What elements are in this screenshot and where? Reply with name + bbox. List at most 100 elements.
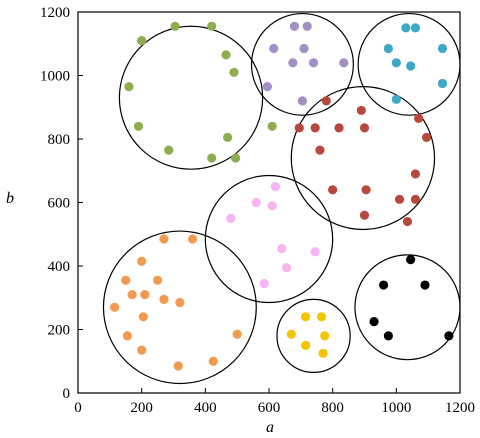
series-2-point: [308, 58, 319, 68]
x-tick-label: 1200: [445, 400, 475, 416]
series-5-point: [277, 243, 287, 254]
series-2-point: [339, 58, 349, 68]
x-axis-label: a: [266, 419, 274, 436]
series-6-point: [140, 289, 150, 300]
x-tick-label: 600: [258, 400, 281, 416]
x-tick-label: 1000: [381, 400, 411, 416]
series-4-point: [361, 185, 371, 195]
x-tick-label: 0: [74, 400, 82, 416]
series-1-point: [207, 153, 217, 163]
series-6-point: [208, 356, 218, 366]
cluster-circle-1: [118, 25, 264, 170]
series-6-point: [173, 361, 183, 371]
series-4-point: [315, 145, 325, 155]
cluster-circle-2: [250, 12, 354, 116]
series-8-point: [369, 316, 379, 327]
x-tick-label: 200: [130, 400, 153, 416]
series-4-point: [321, 96, 331, 106]
series-3-point: [437, 78, 448, 89]
x-axis-ticks: 0 200 400 600 800 1000 1200: [74, 388, 475, 416]
series-5-point: [251, 197, 261, 208]
series-3-point: [410, 23, 421, 33]
series-3-point: [383, 43, 393, 54]
series-3-point: [391, 94, 401, 104]
x-tick-label: 800: [321, 400, 344, 416]
cluster-circle-7: [276, 298, 351, 373]
series-3-point: [437, 43, 448, 54]
series-6-point: [175, 297, 185, 308]
series-4-point: [410, 194, 421, 204]
series-3-point: [391, 58, 401, 68]
y-tick-label: 1200: [40, 5, 70, 21]
series-4-point: [402, 216, 413, 227]
series-4-point: [414, 113, 424, 123]
series-4-point: [356, 105, 366, 116]
series-1-point: [137, 35, 147, 46]
series-6-point: [232, 329, 242, 339]
series-1-point: [170, 21, 180, 31]
series-6-point: [110, 302, 120, 312]
series-1-point: [124, 82, 134, 92]
series-4-point: [359, 210, 370, 220]
series-4-point: [334, 123, 344, 133]
y-tick-label: 800: [48, 132, 71, 148]
series-4-point: [310, 123, 320, 133]
series-8-point: [406, 255, 416, 265]
series-2-point: [289, 21, 300, 31]
cluster-circle-8: [354, 254, 461, 361]
y-tick-label: 0: [63, 386, 71, 402]
cluster-circle-4: [290, 86, 436, 231]
series-7-point: [286, 329, 296, 339]
series-5-point: [267, 201, 277, 211]
series-6-point: [138, 312, 148, 322]
series-7-point: [318, 348, 328, 358]
series-7-point: [320, 331, 330, 341]
series-6-point: [121, 275, 131, 285]
y-tick-label: 600: [48, 196, 71, 212]
series-7-point: [316, 312, 327, 322]
series-2-point: [262, 82, 273, 92]
series-5-point: [270, 182, 280, 192]
series-5-point: [310, 247, 320, 257]
series-1-point: [133, 121, 144, 131]
series-4-point: [328, 185, 338, 195]
series-1-point: [267, 121, 277, 131]
series-5-point: [259, 278, 269, 289]
series-5-point: [281, 262, 292, 273]
y-tick-label: 400: [48, 259, 71, 275]
series-2-point: [302, 21, 312, 31]
y-tick-label: 200: [48, 323, 71, 339]
series-8-point: [420, 280, 430, 290]
series-6-point: [159, 234, 169, 244]
series-1-point: [230, 153, 241, 163]
cluster-circle-5: [204, 174, 334, 304]
y-tick-label: 1000: [40, 69, 70, 85]
series-4-point: [410, 169, 421, 179]
series-6-point: [188, 234, 198, 244]
series-6-point: [159, 294, 169, 304]
series-7-point: [301, 340, 311, 350]
cluster-circle-6: [102, 230, 257, 385]
series-1-point: [223, 132, 233, 143]
series-6-point: [152, 275, 163, 285]
series-2-point: [288, 58, 298, 68]
series-1-point: [221, 50, 231, 60]
series-4-point: [294, 123, 304, 133]
series-4-point: [359, 123, 370, 133]
series-7-point: [301, 312, 311, 322]
series-1-point: [229, 67, 239, 77]
series-1-point: [164, 145, 174, 155]
series-8-point: [444, 331, 454, 341]
series-8-point: [379, 280, 389, 290]
data-points: [110, 21, 454, 371]
series-3-point: [406, 61, 416, 71]
series-4-point: [421, 132, 432, 143]
series-3-point: [401, 23, 411, 33]
series-5-point: [226, 213, 236, 223]
y-axis-label: b: [6, 190, 14, 207]
series-8-point: [383, 331, 393, 341]
cluster-circles: [102, 12, 461, 385]
series-1-point: [207, 21, 217, 31]
series-4-point: [394, 194, 405, 204]
